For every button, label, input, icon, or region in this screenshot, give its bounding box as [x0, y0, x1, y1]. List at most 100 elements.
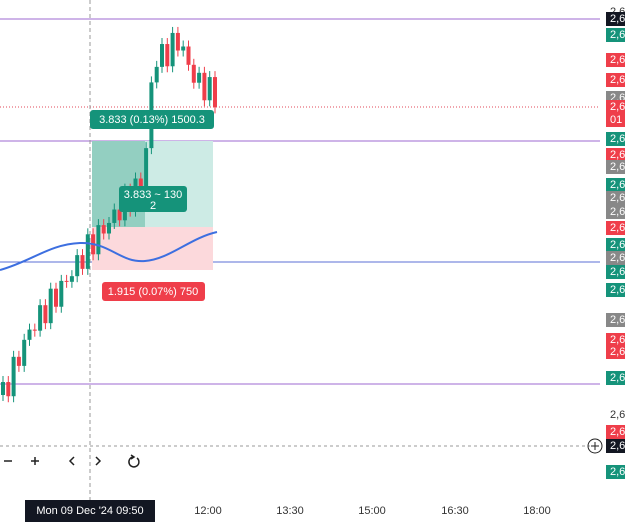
candle [11, 356, 16, 397]
candle [165, 44, 170, 67]
candle [6, 382, 11, 397]
price-label: 2,6 [610, 206, 625, 218]
price-label: 2,6 [610, 179, 625, 191]
price-label: 2,6 [610, 239, 625, 251]
price-label: 01 [610, 114, 622, 126]
price-badge [606, 465, 625, 479]
price-badge [606, 113, 625, 127]
price-label: 2,6 [610, 252, 625, 264]
price-badge [606, 238, 625, 252]
candle [1, 382, 5, 395]
candle [186, 46, 191, 65]
price-badge [606, 371, 625, 385]
cursor-time [25, 500, 155, 522]
price-badge [606, 132, 625, 146]
candle [38, 305, 43, 331]
price-label: 2,6 [610, 426, 625, 438]
candle [59, 280, 64, 307]
price-badge [606, 191, 625, 205]
price-label: 2,6 [610, 161, 625, 173]
price-label: 2,6 [610, 192, 625, 204]
candle [112, 209, 117, 223]
price-label: 2,6 [610, 101, 625, 113]
price-label: 2,6 [610, 74, 625, 86]
time-tick: 13:30 [276, 505, 304, 517]
candle [22, 339, 27, 366]
price-badge [606, 73, 625, 87]
candle [117, 209, 122, 221]
candle [175, 32, 180, 51]
candle [197, 72, 202, 83]
price-label: 2,6 [610, 29, 625, 41]
price-badge [606, 53, 625, 67]
entry-text: 3.833 ~ 130 [124, 189, 182, 201]
target-label [90, 110, 214, 129]
price-label: 2,6 [610, 466, 625, 478]
candle [144, 148, 149, 189]
cursor-time-text: Mon 09 Dec '24 09:50 [36, 505, 143, 517]
candle [207, 77, 212, 101]
candle [160, 44, 164, 67]
price-label: 2,6 [610, 266, 625, 278]
price-badge [606, 221, 625, 235]
candle [32, 329, 37, 331]
candle [101, 225, 106, 234]
candle [75, 255, 80, 277]
price-badge [606, 205, 625, 219]
candle [202, 72, 207, 101]
price-label: 2,6 [610, 314, 625, 326]
price-badge [606, 178, 625, 192]
price-badge [606, 425, 625, 439]
price-label: 2,6 [610, 409, 625, 421]
price-badge [606, 148, 625, 162]
moving-average [0, 231, 218, 271]
candle [48, 288, 53, 324]
price-label: 2,6 [610, 284, 625, 296]
price-label: 2,6 [610, 440, 625, 452]
price-label: 2,6 [610, 54, 625, 66]
entry-label [119, 186, 187, 212]
candle [107, 222, 111, 234]
price-badge [606, 12, 625, 26]
target-text: 3.833 (0.13%) 1500.3 [99, 114, 205, 126]
time-tick: 16:30 [441, 505, 469, 517]
price-label: 2,6 [610, 346, 625, 358]
time-tick: 15:00 [358, 505, 386, 517]
price-label: 2,6 [610, 13, 625, 25]
candle [80, 255, 85, 269]
stop-label [102, 282, 205, 301]
time-tick: 18:00 [523, 505, 551, 517]
candle [16, 356, 21, 366]
candle [181, 46, 186, 51]
candle [69, 276, 74, 282]
candle [213, 77, 217, 108]
price-badge [606, 313, 625, 327]
price-badge [606, 28, 625, 42]
price-badge [606, 439, 625, 453]
candle [191, 64, 196, 83]
add-button[interactable] [587, 438, 603, 454]
add-icon[interactable] [591, 442, 599, 450]
price-badge [606, 333, 625, 347]
price-badge [606, 100, 625, 114]
candle [27, 329, 32, 340]
price-label: 2,6 [610, 133, 625, 145]
candle [170, 32, 175, 67]
price-badge [606, 265, 625, 279]
loss-zone [92, 227, 213, 270]
toolbar[interactable] [4, 454, 140, 468]
time-tick: 12:00 [194, 505, 222, 517]
price-badge [606, 345, 625, 359]
candle [138, 178, 143, 189]
price-label: 2,6 [610, 222, 625, 234]
price-badge [606, 251, 625, 265]
price-label: 2,6 [610, 149, 625, 161]
candle [154, 66, 159, 83]
stop-text: 1.915 (0.07%) 750 [108, 286, 199, 298]
candle [43, 305, 48, 324]
candle [64, 280, 69, 282]
price-badge [606, 160, 625, 174]
candle [96, 225, 101, 255]
price-label: 2,6 [610, 372, 625, 384]
